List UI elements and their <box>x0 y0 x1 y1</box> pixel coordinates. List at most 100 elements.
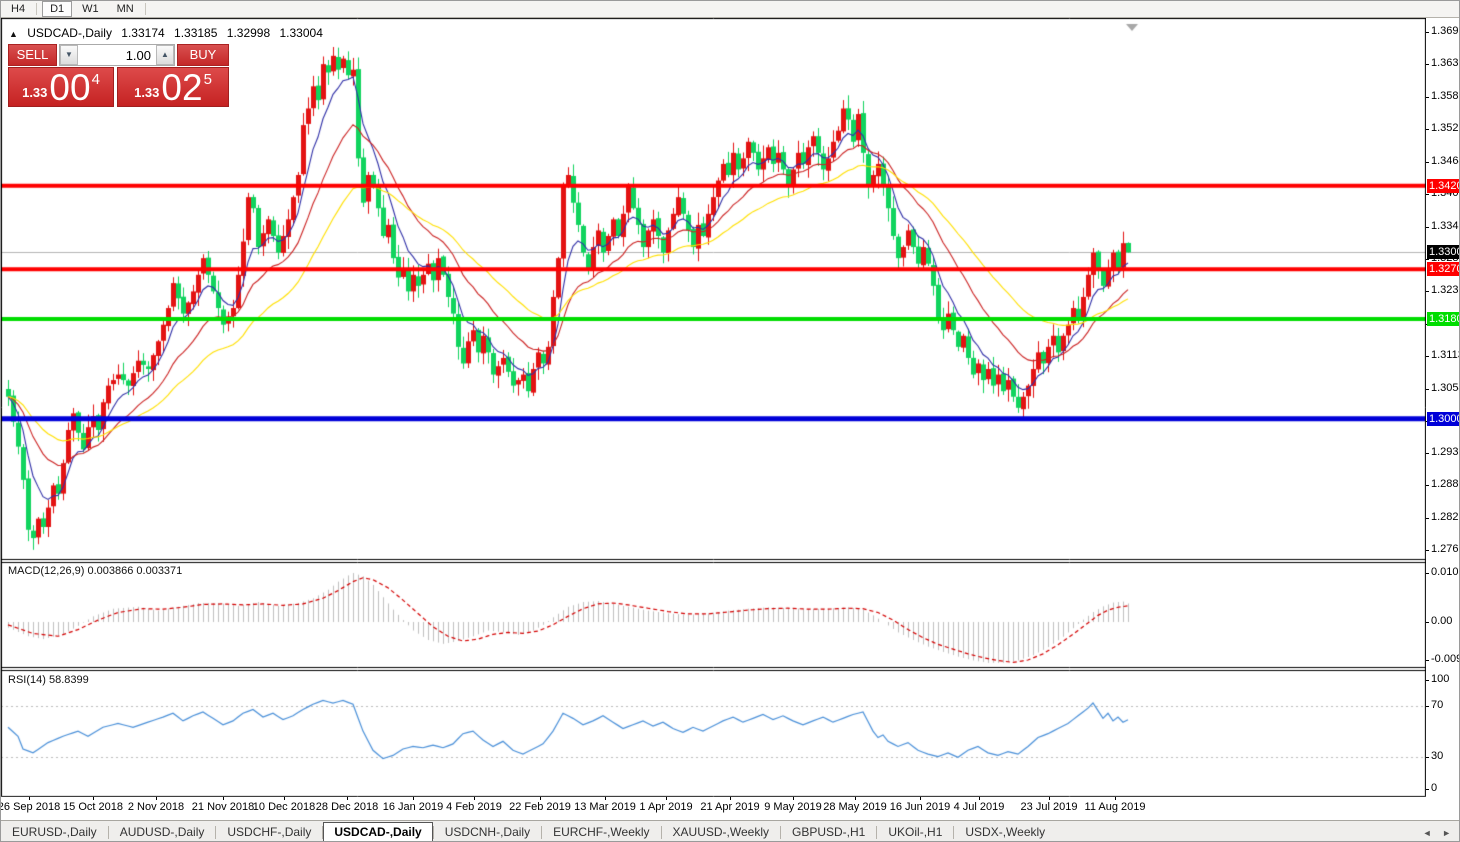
volume-decrease-button[interactable]: ▼ <box>60 45 78 65</box>
macd-tick-tick-mark <box>1426 660 1429 661</box>
date-label: 23 Jul 2019 <box>1020 801 1078 813</box>
hline-price-badge: 1.31801 <box>1427 312 1459 326</box>
timeframe-button-h4[interactable]: H4 <box>11 3 26 15</box>
buy-button[interactable]: BUY <box>177 44 229 66</box>
rsi-tick-label: 100 <box>1431 673 1450 685</box>
date-label: 11 Aug 2019 <box>1084 801 1146 813</box>
chart-tab-xauusd-weekly[interactable]: XAUUSD-,Weekly <box>672 825 769 839</box>
tab-separator <box>780 826 781 839</box>
date-label: 2 Nov 2018 <box>127 801 185 813</box>
sell-price-prefix: 1.33 <box>22 85 48 100</box>
chart-tab-usdcnh-daily[interactable]: USDCNH-,Daily <box>444 825 531 839</box>
sell-button[interactable]: SELL <box>8 44 57 66</box>
price-tick-tick-mark <box>1426 227 1429 228</box>
tab-scroll-arrows[interactable]: ◄ ► <box>1422 827 1455 838</box>
sell-price-big: 00 <box>49 67 91 108</box>
price-tick-tick-mark <box>1426 291 1429 292</box>
chart-tab-ukoil-h1[interactable]: UKOil-,H1 <box>888 825 943 839</box>
buy-price-box[interactable]: 1.33 02 5 <box>117 67 229 107</box>
date-tick-mark <box>93 797 94 800</box>
rsi-tick-tick-mark <box>1426 706 1429 707</box>
date-label: 9 May 2019 <box>764 801 822 813</box>
date-tick-mark <box>793 797 794 800</box>
chart-tab-eurchf-weekly[interactable]: EURCHF-,Weekly <box>553 825 650 839</box>
date-tick-mark <box>540 797 541 800</box>
rsi-tick-label: 70 <box>1431 699 1444 711</box>
macd-tick-tick-mark <box>1426 622 1429 623</box>
sell-price-pip: 4 <box>91 71 100 88</box>
sell-price-box[interactable]: 1.33 00 4 <box>8 67 114 107</box>
date-tick-mark <box>666 797 667 800</box>
price-axis: 1.369801.363951.358101.352251.346401.340… <box>1426 18 1459 798</box>
price-tick-label: 1.29390 <box>1431 446 1459 458</box>
volume-input[interactable] <box>78 45 156 65</box>
rsi-tick-tick-mark <box>1426 757 1429 758</box>
tab-separator <box>432 826 434 839</box>
date-label: 16 Jun 2019 <box>889 801 951 813</box>
chart-tab-audusd-daily[interactable]: AUDUSD-,Daily <box>119 825 205 839</box>
macd-tick-label: 0.00 <box>1431 615 1453 627</box>
timeframe-button-w1[interactable]: W1 <box>82 3 99 15</box>
date-label: 13 Mar 2019 <box>574 801 636 813</box>
price-chart-canvas[interactable] <box>1 18 1426 798</box>
timeframe-button-mn[interactable]: MN <box>116 3 134 15</box>
rsi-indicator-label: RSI(14) 58.8399 <box>8 674 89 686</box>
price-tick-tick-mark <box>1426 485 1429 486</box>
date-label: 4 Jul 2019 <box>953 801 1005 813</box>
price-tick-label: 1.30545 <box>1431 382 1459 394</box>
chart-symbol-title: USDCAD-,Daily <box>27 26 112 40</box>
tab-separator <box>215 826 217 839</box>
price-tick-label: 1.34640 <box>1431 155 1459 167</box>
ohlc-high: 1.33185 <box>174 26 218 40</box>
rsi-tick-label: 30 <box>1431 750 1444 762</box>
chart-tab-eurusd-daily[interactable]: EURUSD-,Daily <box>12 825 97 839</box>
date-tick-mark <box>156 797 157 800</box>
tab-separator <box>107 826 109 839</box>
price-tick-label: 1.28805 <box>1431 478 1459 490</box>
rsi-tick-label: 0 <box>1431 782 1438 794</box>
rsi-tick-tick-mark <box>1426 680 1429 681</box>
price-tick-tick-mark <box>1426 550 1429 551</box>
price-tick-label: 1.33470 <box>1431 220 1459 232</box>
macd-indicator-label: MACD(12,26,9) 0.003866 0.003371 <box>8 565 183 577</box>
timeframe-button-d1[interactable]: D1 <box>42 1 73 17</box>
macd-tick-label: -0.009203 <box>1431 653 1459 665</box>
volume-stepper: ▼ ▲ <box>59 44 175 66</box>
tab-separator <box>322 826 324 839</box>
volume-increase-button[interactable]: ▲ <box>156 45 174 65</box>
date-label: 16 Jan 2019 <box>382 801 444 813</box>
price-tick-tick-mark <box>1426 129 1429 130</box>
one-click-trading-panel: SELL ▼ ▲ BUY 1.33 00 4 1.33 02 5 <box>8 44 229 107</box>
date-label: 21 Nov 2018 <box>191 801 255 813</box>
price-tick-label: 1.28220 <box>1431 511 1459 523</box>
ohlc-close: 1.33004 <box>279 26 323 40</box>
chart-tab-usdchf-daily[interactable]: USDCHF-,Daily <box>227 825 312 839</box>
date-label: 22 Feb 2019 <box>509 801 571 813</box>
chart-symbol-header: ▲ USDCAD-,Daily 1.33174 1.33185 1.32998 … <box>9 26 329 40</box>
date-tick-mark <box>920 797 921 800</box>
buy-price-prefix: 1.33 <box>134 85 160 100</box>
date-tick-mark <box>1115 797 1116 800</box>
tab-separator <box>541 826 543 839</box>
price-tick-tick-mark <box>1426 389 1429 390</box>
collapse-panel-icon[interactable]: ▲ <box>9 29 18 39</box>
buy-price-pip: 5 <box>203 71 212 88</box>
timeframe-toolbar: H4 D1 W1 MN <box>1 1 1459 18</box>
chart-tab-usdx-weekly[interactable]: USDX-,Weekly <box>965 825 1046 839</box>
date-label: 4 Feb 2019 <box>446 801 502 813</box>
date-label: 10 Dec 2018 <box>252 801 316 813</box>
chart-tab-gbpusd-h1[interactable]: GBPUSD-,H1 <box>792 825 866 839</box>
date-axis: 26 Sep 2018 15 Oct 2018 2 Nov 2018 21 Nov 2… <box>1 797 1426 820</box>
chart-tab-usdcad-daily[interactable]: USDCAD-,Daily <box>323 822 433 841</box>
hline-price-badge: 1.34206 <box>1427 179 1459 193</box>
price-tick-label: 1.31130 <box>1431 349 1459 361</box>
toolbar-separator <box>144 3 146 15</box>
current-price-badge: 1.33004 <box>1427 245 1459 259</box>
price-tick-label: 1.36980 <box>1431 25 1459 37</box>
price-tick-label: 1.35225 <box>1431 122 1459 134</box>
price-tick-tick-mark <box>1426 97 1429 98</box>
price-tick-tick-mark <box>1426 162 1429 163</box>
macd-tick-tick-mark <box>1426 573 1429 574</box>
chart-tab-bar: EURUSD-,Daily AUDUSD-,Daily USDCHF-,Daily U… <box>1 820 1459 841</box>
chart-window: ▲ USDCAD-,Daily 1.33174 1.33185 1.32998 … <box>1 18 1459 820</box>
